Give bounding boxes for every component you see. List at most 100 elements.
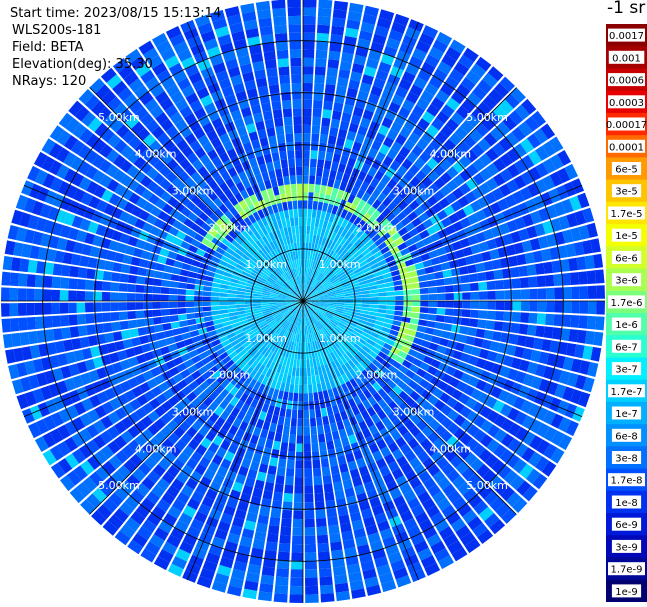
range-gate-cell: [282, 357, 288, 366]
range-gate-cell: [291, 544, 303, 553]
range-gate-cell: [248, 378, 257, 389]
range-gate-cell: [288, 392, 294, 402]
range-gate-cell: [164, 55, 180, 69]
range-gate-cell: [68, 302, 77, 314]
range-gate-cell: [327, 353, 334, 363]
range-gate-cell: [467, 213, 479, 225]
range-gate-cell: [305, 276, 309, 285]
range-gate-cell: [398, 413, 410, 425]
range-gate-cell: [96, 391, 109, 404]
range-gate-cell: [453, 284, 463, 292]
range-gate-cell: [230, 74, 243, 86]
range-gate-cell: [470, 63, 487, 78]
range-gate-cell: [306, 234, 310, 243]
range-gate-cell: [449, 358, 460, 369]
range-gate-cell: [278, 294, 287, 298]
range-gate-cell: [550, 413, 564, 429]
range-gate-cell: [190, 171, 202, 183]
range-gate-cell: [158, 457, 171, 471]
range-gate-cell: [234, 203, 243, 213]
range-gate-cell: [585, 330, 595, 345]
range-gate-cell: [128, 192, 141, 205]
range-gate-cell: [412, 233, 423, 244]
range-gate-cell: [243, 239, 253, 248]
range-gate-cell: [518, 385, 531, 399]
range-gate-cell: [232, 454, 243, 466]
range-gate-cell: [314, 282, 321, 289]
range-gate-cell: [214, 323, 224, 330]
range-gate-cell: [303, 351, 307, 360]
range-gate-cell: [261, 346, 269, 356]
range-gate-cell: [68, 389, 81, 404]
range-gate-cell: [211, 156, 223, 168]
range-gate-cell: [235, 298, 245, 301]
range-gate-cell: [418, 212, 429, 223]
range-gate-cell: [314, 366, 319, 376]
range-gate-cell: [357, 276, 367, 283]
range-gate-cell: [274, 117, 284, 127]
range-gate-cell: [415, 170, 427, 182]
range-gate-cell: [303, 301, 305, 310]
range-gate-cell: [504, 301, 513, 311]
range-gate-cell: [159, 346, 170, 356]
range-gate-cell: [320, 277, 328, 284]
range-gate-cell: [462, 292, 471, 300]
range-gate-cell: [360, 310, 370, 315]
range-gate-cell: [493, 158, 507, 172]
range-gate-cell: [260, 247, 269, 256]
range-gate-cell: [84, 383, 97, 397]
range-gate-cell: [441, 355, 452, 365]
range-gate-cell: [416, 325, 427, 333]
range-gate-cell: [284, 262, 290, 272]
range-gate-cell: [261, 217, 269, 227]
range-gate-cell: [237, 544, 251, 556]
range-gate-cell: [395, 475, 408, 488]
range-gate-cell: [376, 316, 386, 323]
range-gate-cell: [388, 101, 401, 114]
range-gate-cell: [72, 416, 86, 431]
range-gate-cell: [254, 312, 264, 317]
range-gate-cell: [339, 237, 347, 247]
range-gate-cell: [382, 196, 393, 207]
range-gate-cell: [292, 260, 296, 269]
range-gate-cell: [367, 461, 379, 473]
range-gate-cell: [510, 266, 520, 278]
range-gate-cell: [237, 55, 251, 66]
range-gate-cell: [344, 221, 353, 231]
range-gate-cell: [69, 487, 85, 504]
range-gate-cell: [276, 278, 285, 286]
range-gate-cell: [287, 366, 293, 376]
range-gate-cell: [334, 197, 342, 207]
range-gate-cell: [268, 319, 276, 326]
range-gate-cell: [337, 128, 348, 139]
range-gate-cell: [426, 349, 437, 358]
range-gate-cell: [143, 310, 153, 318]
range-gate-cell: [388, 400, 399, 412]
range-gate-cell: [135, 284, 145, 293]
range-gate-cell: [276, 134, 286, 144]
range-gate-cell: [151, 386, 163, 397]
range-gate-cell: [106, 149, 120, 163]
range-gate-cell: [428, 418, 441, 431]
range-gate-cell: [232, 366, 242, 376]
range-gate-cell: [377, 259, 387, 267]
range-gate-cell: [424, 144, 437, 157]
range-gate-cell: [582, 207, 595, 223]
range-gate-cell: [318, 356, 324, 366]
range-gate-cell: [198, 114, 211, 127]
range-gate-cell: [135, 354, 147, 365]
colorbar: 0.00170.0010.00060.00030.000170.00016e-5…: [606, 24, 647, 602]
range-gate-cell: [365, 524, 379, 536]
range-gate-cell: [217, 105, 230, 118]
range-gate-cell: [538, 351, 550, 365]
range-gate-cell: [342, 353, 351, 362]
range-gate-cell: [196, 273, 206, 281]
range-gate-cell: [560, 328, 570, 341]
range-gate-cell: [165, 360, 176, 370]
range-gate-cell: [314, 184, 321, 194]
range-gate-cell: [97, 106, 112, 122]
range-gate-cell: [336, 420, 345, 431]
range-gate-cell: [275, 336, 282, 345]
range-gate-cell: [353, 297, 362, 301]
range-gate-cell: [305, 342, 309, 352]
